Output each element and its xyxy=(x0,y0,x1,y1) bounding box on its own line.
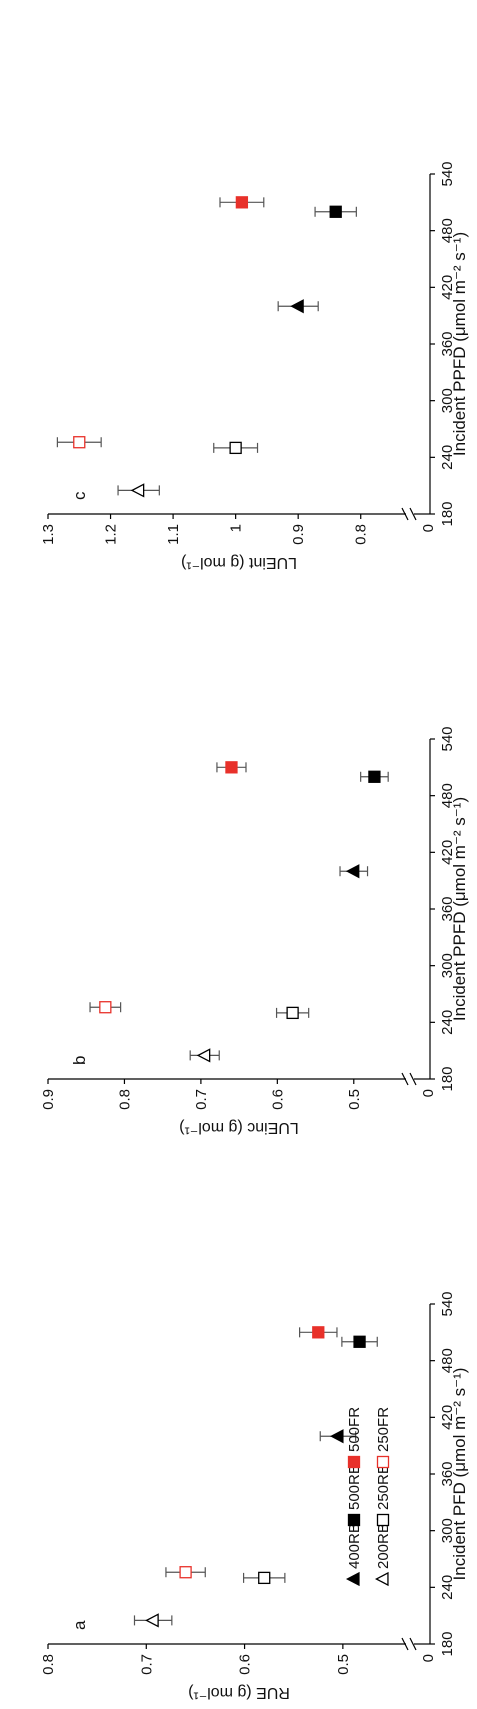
x-tick-label: 180 xyxy=(439,501,456,526)
x-tick-label: 540 xyxy=(439,161,456,186)
legend-marker-400RB xyxy=(345,1571,360,1587)
x-tick-label: 360 xyxy=(439,1461,456,1486)
x-tick-label: 420 xyxy=(439,1405,456,1430)
data-point-250FR xyxy=(73,436,86,449)
axis-break-mark xyxy=(409,1072,417,1086)
y-tick-label: 0.9 xyxy=(40,1089,57,1110)
x-tick-label: 300 xyxy=(439,953,456,978)
legend-label-200RB: 200RB xyxy=(375,1523,392,1569)
y-break-zero-label: 0 xyxy=(420,1654,437,1662)
legend-marker-250RB xyxy=(376,1513,390,1527)
data-point-500RB xyxy=(368,770,381,783)
axis-break-mark xyxy=(401,1637,409,1651)
legend-label-250RB: 250RB xyxy=(375,1464,392,1510)
data-point-500RB xyxy=(329,205,342,218)
y-tick-label: 0.9 xyxy=(290,524,307,545)
legend-marker-500FR xyxy=(347,1455,361,1469)
data-point-500FR xyxy=(225,761,238,774)
x-axis-title: Incident PPFD (μmol m⁻² s⁻¹) xyxy=(450,232,469,456)
x-tick-label: 420 xyxy=(439,275,456,300)
x-tick-label: 180 xyxy=(439,1066,456,1091)
data-point-500RB xyxy=(353,1335,366,1348)
axis-break-mark xyxy=(401,507,409,521)
y-axis-title: LUEint (g mol⁻¹) xyxy=(181,554,297,571)
legend: 200RB 250RB 250FR 400RB 500RB 500FR xyxy=(345,1407,392,1587)
y-tick-label: 0.6 xyxy=(237,1654,254,1675)
y-tick-label: 0.8 xyxy=(40,1654,57,1675)
data-point-250FR xyxy=(99,1001,112,1014)
legend-label-400RB: 400RB xyxy=(346,1523,363,1569)
y-tick-label: 0.5 xyxy=(335,1654,352,1675)
data-point-200RB xyxy=(130,483,145,498)
y-tick-label: 0.7 xyxy=(138,1654,155,1675)
panel-letter: a xyxy=(70,1620,89,1630)
axis-break-mark xyxy=(401,1072,409,1086)
x-axis-title: Incident PFD (μmol m⁻² s⁻¹) xyxy=(450,1368,469,1581)
y-tick-label: 1.2 xyxy=(103,524,120,545)
x-tick-label: 360 xyxy=(439,896,456,921)
data-point-250RB xyxy=(286,1006,299,1020)
x-tick-label: 480 xyxy=(439,783,456,808)
legend-marker-200RB xyxy=(374,1571,389,1587)
legend-marker-500RB xyxy=(347,1513,361,1527)
data-point-200RB xyxy=(145,1613,159,1628)
x-tick-label: 240 xyxy=(439,1575,456,1600)
x-tick-label: 540 xyxy=(439,726,456,751)
data-point-250RB xyxy=(229,441,242,455)
data-point-500FR xyxy=(312,1326,325,1339)
x-tick-label: 540 xyxy=(439,1291,456,1316)
legend-label-500FR: 500FR xyxy=(346,1407,363,1452)
x-tick-label: 480 xyxy=(439,218,456,243)
rotated-content: 180 240 300 360 420 480 540 0.8 0.7 0.6 0.5 0 Incide… xyxy=(40,161,469,1701)
y-axis-title: LUEinc (g mol⁻¹) xyxy=(179,1119,299,1136)
y-tick-label: 0.8 xyxy=(116,1089,133,1110)
chart-panel-c: 180 240 300 360 420 480 540 1.3 1.2 1.1 1 0.9 0.8 0 In… xyxy=(40,161,469,571)
data-point-250RB xyxy=(258,1571,271,1585)
x-tick-label: 360 xyxy=(439,331,456,356)
x-tick-label: 240 xyxy=(439,445,456,470)
legend-label-250FR: 250FR xyxy=(375,1407,392,1452)
data-point-500FR xyxy=(235,196,249,209)
x-tick-label: 300 xyxy=(439,1518,456,1543)
data-point-400RB xyxy=(345,864,360,879)
x-tick-label: 240 xyxy=(439,1010,456,1035)
y-tick-label: 1.3 xyxy=(40,524,57,545)
data-point-200RB xyxy=(196,1048,211,1063)
y-tick-label: 1.1 xyxy=(165,524,182,545)
data-point-250FR xyxy=(179,1566,192,1579)
y-break-zero-label: 0 xyxy=(420,524,437,532)
panel-letter: c xyxy=(70,491,89,500)
y-tick-label: 0.5 xyxy=(346,1089,363,1110)
legend-marker-250FR xyxy=(376,1455,390,1469)
y-tick-label: 1 xyxy=(228,524,245,532)
axis-break-mark xyxy=(409,507,417,521)
panel-letter: b xyxy=(70,1056,89,1065)
y-axis-title: RUE (g mol⁻¹) xyxy=(188,1684,290,1701)
x-tick-label: 180 xyxy=(439,1631,456,1656)
data-point-400RB xyxy=(290,299,304,314)
data-point-400RB xyxy=(329,1429,344,1444)
axis-break-mark xyxy=(409,1637,417,1651)
y-tick-label: 0.8 xyxy=(353,524,370,545)
chart-panel-b: 180 240 300 360 420 480 540 0.9 0.8 0.7 0.6 0.5 0 Inc… xyxy=(40,726,469,1136)
x-tick-label: 420 xyxy=(439,840,456,865)
x-axis-title: Incident PPFD (μmol m⁻² s⁻¹) xyxy=(450,797,469,1021)
y-tick-label: 0.6 xyxy=(269,1089,286,1110)
chart-panel-a: 180 240 300 360 420 480 540 0.8 0.7 0.6 0.5 0 Incide… xyxy=(40,1291,469,1701)
y-tick-label: 0.7 xyxy=(193,1089,210,1110)
y-break-zero-label: 0 xyxy=(420,1089,437,1097)
x-tick-label: 300 xyxy=(439,388,456,413)
x-tick-label: 480 xyxy=(439,1348,456,1373)
legend-label-500RB: 500RB xyxy=(346,1464,363,1510)
